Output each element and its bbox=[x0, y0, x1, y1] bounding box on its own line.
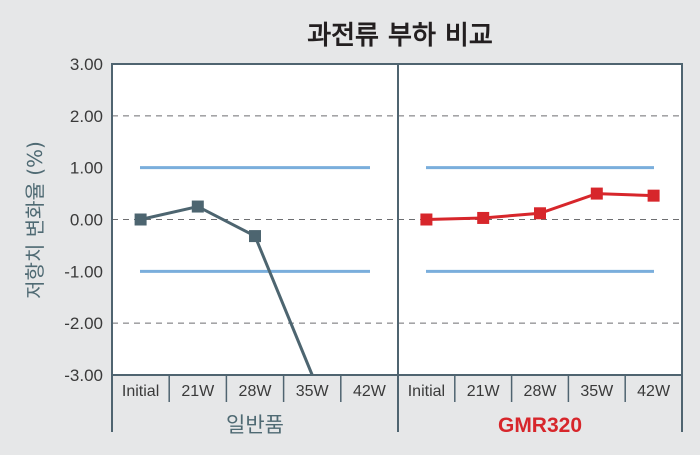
grid-lines bbox=[112, 115, 682, 324]
y-axis-label: 저항치 변화율 (%) bbox=[23, 141, 47, 299]
data-point-0-1 bbox=[191, 200, 204, 213]
x-tick-label: 21W bbox=[467, 383, 501, 400]
data-point-1-0 bbox=[420, 213, 433, 226]
data-point-1-2 bbox=[534, 207, 546, 220]
x-tick-label: 28W bbox=[239, 383, 273, 400]
y-tick-label: 1.00 bbox=[70, 159, 103, 178]
y-tick-label: 2.00 bbox=[70, 107, 103, 126]
x-tick-label: Initial bbox=[122, 383, 159, 400]
data-point-1-1 bbox=[477, 211, 490, 224]
chart-title: 과전류 부하 비교 bbox=[307, 21, 493, 51]
y-tick-labels: 3.00 2.00 1.00 0.00 -1.00 -2.00 -3.00 bbox=[64, 55, 103, 385]
x-tick-label: 42W bbox=[353, 383, 387, 400]
y-tick-label: -1.00 bbox=[64, 262, 103, 281]
x-tick-label: 42W bbox=[637, 383, 671, 400]
x-tick-label: 35W bbox=[296, 383, 330, 400]
x-tick-labels: Initial 21W 28W 35W 42W Initial 21W 28W 35W 42W bbox=[122, 383, 671, 400]
data-point-0-2 bbox=[249, 230, 261, 243]
x-tick-label: 35W bbox=[580, 383, 614, 400]
data-point-0-0 bbox=[134, 213, 147, 226]
y-tick-label: -3.00 bbox=[64, 366, 103, 385]
data-point-1-3 bbox=[590, 187, 603, 200]
x-tick-label: Initial bbox=[408, 383, 445, 400]
y-tick-label: -2.00 bbox=[64, 314, 103, 333]
panel-label-일반품: 일반품 bbox=[226, 413, 284, 437]
y-tick-label: 0.00 bbox=[70, 211, 103, 230]
panel-label-gmr320: GMR320 bbox=[498, 414, 582, 437]
data-point-1-4 bbox=[647, 189, 660, 202]
series-lines bbox=[134, 187, 660, 376]
x-tick-label: 28W bbox=[524, 383, 558, 400]
x-tick-label: 21W bbox=[181, 383, 215, 400]
axis-frame bbox=[111, 63, 683, 432]
limit-lines bbox=[140, 166, 654, 273]
series-line-0 bbox=[140, 204, 314, 376]
y-tick-label: 3.00 bbox=[70, 55, 103, 74]
